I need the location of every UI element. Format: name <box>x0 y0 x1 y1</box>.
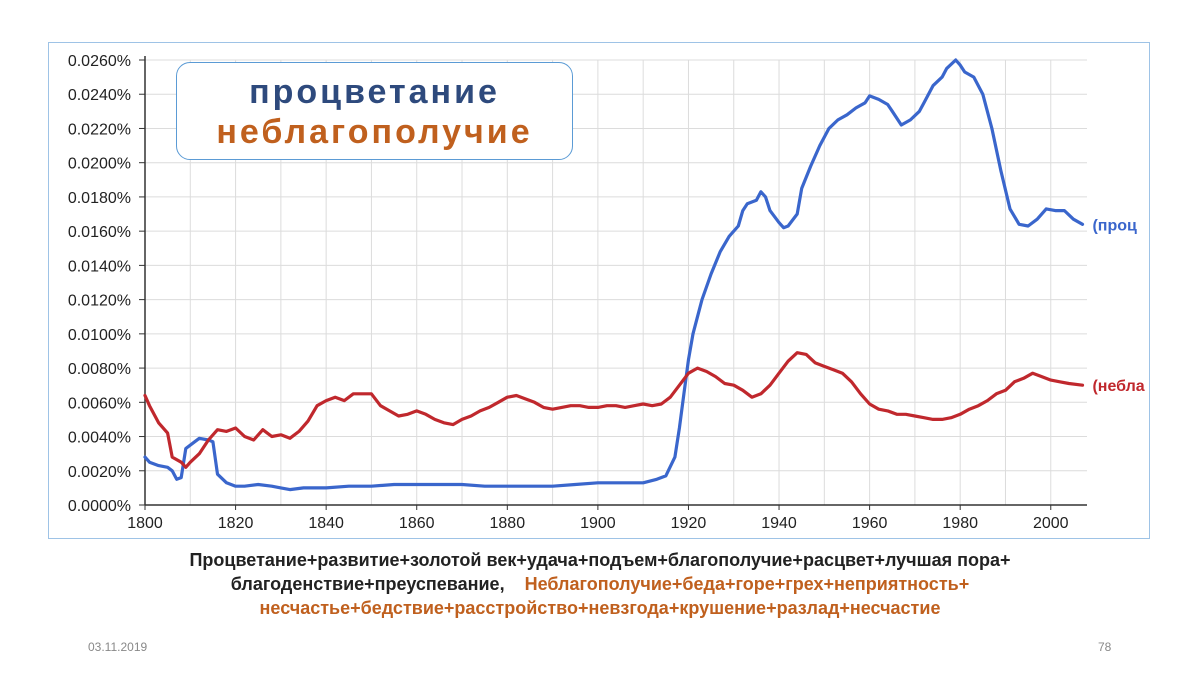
x-tick-label: 2000 <box>1033 515 1069 532</box>
line-chart: 0.0000% 0.0020% 0.0040% 0.0060% 0.0080% 0.010… <box>68 53 1145 532</box>
caption-line-2: благоденствие+преуспевание, Неблагополуч… <box>60 572 1140 596</box>
y-tick-label: 0.0120% <box>68 293 131 310</box>
chart-grid <box>145 59 1087 505</box>
chart-series <box>143 58 1085 492</box>
chart-tick-labels: 0.0000% 0.0020% 0.0040% 0.0060% 0.0080% 0.010… <box>68 53 1069 532</box>
y-tick-label: 0.0260% <box>68 53 131 70</box>
x-tick-label: 1840 <box>308 515 344 532</box>
legend-box: процветание неблагополучие <box>176 62 573 160</box>
x-tick-label: 1800 <box>127 515 163 532</box>
series-label-trouble: (небла <box>1092 378 1144 395</box>
y-tick-label: 0.0100% <box>68 327 131 344</box>
caption-trouble-head: Неблагополучие+беда+горе+грех+неприятнос… <box>524 574 970 594</box>
y-tick-label: 0.0020% <box>68 464 131 481</box>
y-tick-label: 0.0160% <box>68 224 131 241</box>
caption-prosperity-tail: благоденствие+преуспевание, <box>230 574 505 594</box>
x-tick-label: 1940 <box>761 515 797 532</box>
page-number: 78 <box>1098 640 1112 654</box>
y-tick-label: 0.0060% <box>68 395 131 412</box>
series-line-prosperity <box>143 58 1085 492</box>
y-tick-label: 0.0200% <box>68 156 131 173</box>
caption-line-3: несчастье+бедствие+расстройство+невзгода… <box>259 598 941 618</box>
y-tick-label: 0.0220% <box>68 121 131 138</box>
x-tick-label: 1920 <box>671 515 707 532</box>
caption-line-1: Процветание+развитие+золотой век+удача+п… <box>189 550 1011 570</box>
chart-series-labels: (проц (небла <box>1092 217 1144 395</box>
y-tick-label: 0.0080% <box>68 361 131 378</box>
caption: Процветание+развитие+золотой век+удача+п… <box>60 548 1140 620</box>
x-tick-label: 1860 <box>399 515 435 532</box>
x-tick-label: 1880 <box>490 515 526 532</box>
x-tick-label: 1960 <box>852 515 888 532</box>
chart-axes <box>139 56 1087 510</box>
x-tick-label: 1820 <box>218 515 254 532</box>
x-tick-label: 1900 <box>580 515 616 532</box>
series-label-prosperity: (проц <box>1092 217 1137 234</box>
series-line-trouble <box>143 351 1085 469</box>
y-tick-label: 0.0240% <box>68 87 131 104</box>
y-tick-label: 0.0000% <box>68 498 131 515</box>
y-tick-label: 0.0040% <box>68 430 131 447</box>
footer-date: 03.11.2019 <box>88 640 148 654</box>
legend-prosperity-label: процветание <box>249 73 500 111</box>
legend-trouble-label: неблагополучие <box>216 113 533 151</box>
x-tick-label: 1980 <box>942 515 978 532</box>
y-tick-label: 0.0180% <box>68 190 131 207</box>
chart-frame: 0.0000% 0.0020% 0.0040% 0.0060% 0.0080% 0.010… <box>48 42 1150 539</box>
y-tick-label: 0.0140% <box>68 258 131 275</box>
